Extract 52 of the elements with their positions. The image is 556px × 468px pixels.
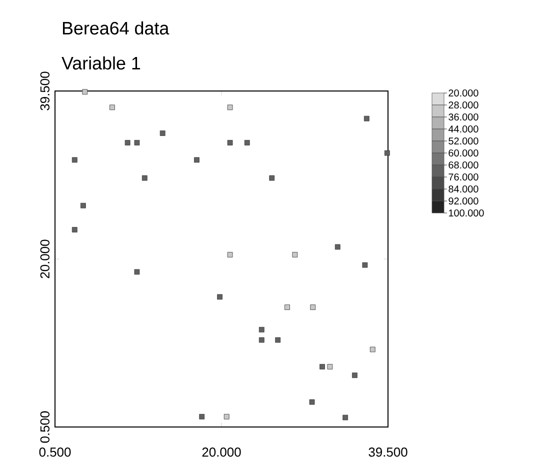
point bbox=[72, 157, 78, 163]
point bbox=[364, 116, 370, 122]
point bbox=[110, 104, 115, 110]
y-tick-label: 39.500 bbox=[40, 72, 50, 110]
point bbox=[217, 294, 222, 300]
color-bar-label: 60.000 bbox=[448, 149, 478, 157]
point bbox=[124, 140, 130, 146]
point bbox=[352, 372, 358, 378]
color-bar-label: 68.000 bbox=[448, 161, 478, 169]
x-tick-label: 39.500 bbox=[368, 448, 408, 457]
point bbox=[384, 150, 390, 156]
point bbox=[134, 140, 140, 146]
point bbox=[194, 157, 200, 163]
point bbox=[258, 326, 264, 332]
point bbox=[275, 337, 281, 343]
point bbox=[227, 140, 233, 146]
color-bar-label: 28.000 bbox=[448, 101, 478, 109]
x-tick-label: 20.000 bbox=[202, 448, 241, 457]
point bbox=[362, 262, 368, 268]
point bbox=[309, 399, 315, 405]
point bbox=[284, 304, 290, 310]
point bbox=[258, 337, 264, 343]
color-bar-label: 100.000 bbox=[448, 209, 484, 217]
color-bar-label: 92.000 bbox=[448, 197, 478, 205]
point bbox=[224, 414, 230, 420]
chart-subtitle: Variable 1 bbox=[62, 56, 140, 70]
chart-title: Berea64 data bbox=[62, 21, 170, 35]
point bbox=[227, 104, 233, 110]
point bbox=[134, 269, 140, 275]
point bbox=[80, 202, 86, 208]
point bbox=[292, 252, 298, 258]
point bbox=[72, 227, 78, 232]
color-bar-label: 36.000 bbox=[448, 113, 478, 121]
point bbox=[142, 175, 148, 181]
point bbox=[244, 140, 250, 146]
point bbox=[327, 364, 333, 370]
point bbox=[82, 89, 88, 95]
point bbox=[320, 364, 325, 370]
point bbox=[199, 414, 205, 420]
color-bar-label: 84.000 bbox=[448, 185, 478, 193]
color-bar-label: 76.000 bbox=[448, 173, 478, 181]
color-bar-label: 52.000 bbox=[448, 137, 478, 145]
point bbox=[160, 130, 166, 136]
point bbox=[269, 175, 275, 181]
color-bar-label: 20.000 bbox=[448, 89, 478, 97]
point bbox=[370, 346, 376, 352]
point bbox=[227, 252, 233, 258]
color-bar-label: 44.000 bbox=[448, 125, 478, 133]
point bbox=[342, 414, 348, 420]
y-tick-label: 20.000 bbox=[40, 240, 50, 278]
point bbox=[334, 244, 340, 250]
point bbox=[310, 304, 316, 310]
